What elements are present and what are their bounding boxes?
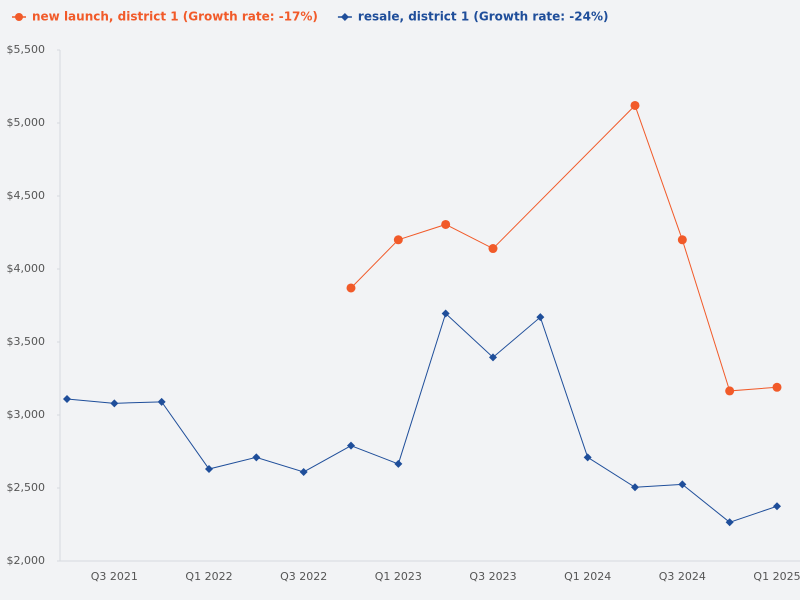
- y-tick-label: $5,000: [7, 116, 46, 129]
- x-tick-label: Q1 2022: [185, 570, 232, 583]
- point: [772, 382, 782, 392]
- point: [488, 244, 498, 254]
- legend-label: new launch, district 1 (Growth rate: -17…: [32, 10, 318, 24]
- legend-label: resale, district 1 (Growth rate: -24%): [358, 10, 609, 24]
- point: [773, 502, 781, 511]
- point: [347, 441, 355, 450]
- x-tick-label: Q1 2024: [564, 570, 611, 583]
- point: [631, 483, 639, 492]
- point: [63, 394, 71, 403]
- x-tick-label: Q1 2023: [375, 570, 422, 583]
- point: [393, 235, 403, 245]
- point: [299, 467, 308, 476]
- y-tick-label: $4,000: [7, 262, 46, 275]
- point: [583, 453, 592, 462]
- legend-marker: [15, 13, 23, 21]
- x-tick-label: Q3 2023: [469, 570, 516, 583]
- y-tick-label: $3,500: [7, 335, 46, 348]
- y-tick-label: $3,000: [7, 408, 46, 421]
- point: [678, 480, 687, 489]
- point: [205, 465, 213, 474]
- x-tick-label: Q3 2024: [659, 570, 706, 583]
- point: [441, 309, 450, 318]
- series-line: [66, 312, 778, 523]
- point: [110, 399, 119, 408]
- point: [157, 397, 166, 406]
- point: [489, 353, 497, 362]
- point: [394, 459, 403, 468]
- series-line: [350, 104, 778, 392]
- y-tick-label: $2,500: [7, 481, 46, 494]
- legend-marker: [340, 13, 349, 21]
- x-tick-label: Q3 2021: [91, 570, 138, 583]
- y-tick-label: $5,500: [7, 43, 46, 56]
- x-tick-label: Q1 2025: [753, 570, 800, 583]
- point: [252, 453, 261, 462]
- point: [630, 100, 640, 110]
- point: [441, 219, 451, 229]
- point: [677, 235, 687, 245]
- x-tick-label: Q3 2022: [280, 570, 327, 583]
- point: [536, 313, 545, 322]
- point: [725, 386, 735, 396]
- point: [725, 518, 734, 527]
- y-tick-label: $2,000: [7, 554, 46, 567]
- point: [346, 283, 356, 293]
- y-tick-label: $4,500: [7, 189, 46, 202]
